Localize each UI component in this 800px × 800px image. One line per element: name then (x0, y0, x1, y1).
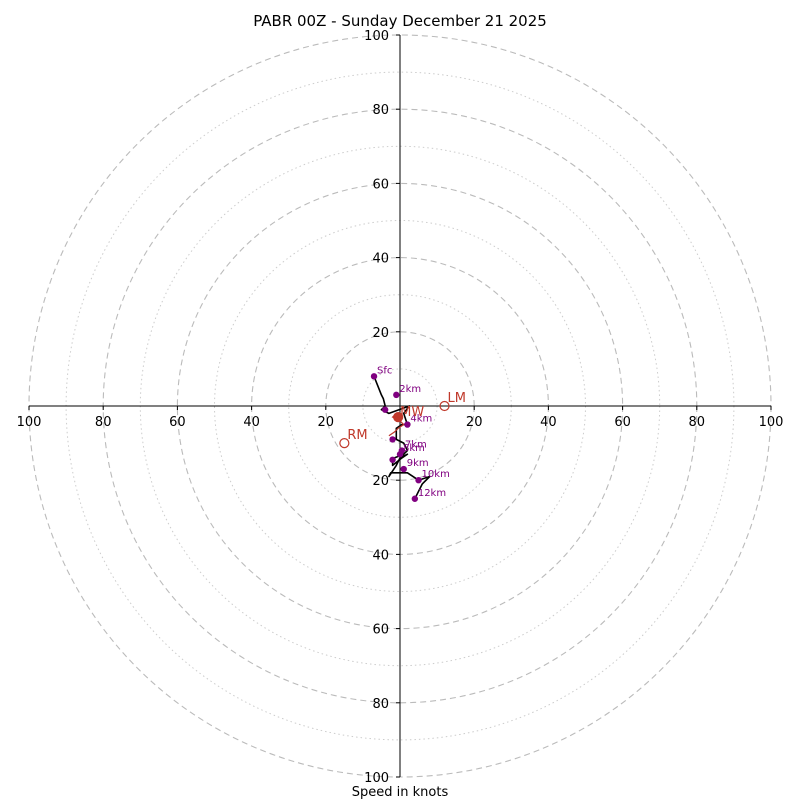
height-label: Sfc (377, 365, 392, 376)
height-label: 4km (410, 414, 432, 425)
x-tick-label: 20 (466, 415, 483, 430)
y-tick-label: 60 (372, 177, 389, 192)
height-point (370, 373, 378, 380)
y-tick-label: 60 (372, 623, 389, 638)
x-tick-label: 100 (17, 415, 42, 430)
tick-labels: 100 80 60 40 20 20 40 60 80 100 100 80 60 40 20 20 40 60 8… (17, 29, 784, 786)
height-label: 9km (407, 458, 429, 469)
mean-wind-label: MW (400, 405, 424, 420)
x-tick-label: 60 (169, 415, 186, 430)
height-point (381, 406, 389, 413)
height-label: 2km (399, 384, 421, 395)
y-tick-label: 40 (372, 252, 389, 267)
right-mover-marker (339, 438, 350, 449)
height-point (389, 436, 396, 443)
x-tick-label: 60 (614, 415, 631, 430)
y-tick-label: 20 (372, 474, 389, 489)
x-tick-label: 100 (759, 415, 784, 430)
x-tick-label: 20 (318, 415, 335, 430)
y-tick-label: 100 (364, 771, 389, 786)
height-point (396, 451, 404, 458)
height-label: 7km (405, 440, 427, 451)
height-point (393, 391, 400, 399)
left-mover-marker (439, 400, 450, 412)
y-tick-label: 80 (372, 103, 389, 118)
x-axis-label: Speed in knots (352, 785, 449, 800)
y-tick-label: 80 (372, 697, 389, 712)
mean-wind-trace (388, 412, 405, 437)
height-label: 8km (403, 443, 425, 454)
height-label: 10km (422, 469, 450, 480)
left-mover-label: LM (448, 391, 466, 406)
height-point (400, 465, 407, 473)
right-mover-label: RM (347, 428, 367, 443)
y-tick-label: 20 (372, 326, 389, 341)
chart-title: PABR 00Z - Sunday December 21 2025 (253, 12, 547, 30)
y-tick-label: 40 (372, 548, 389, 563)
height-label: 12km (418, 488, 446, 499)
height-point (415, 477, 422, 484)
x-tick-label: 80 (689, 415, 706, 430)
storm-motion-markers: LM RM MW (339, 391, 466, 449)
axes (29, 35, 771, 777)
height-point (404, 421, 411, 428)
height-point (389, 456, 396, 463)
x-tick-label: 40 (540, 415, 557, 430)
mean-wind-marker (393, 412, 404, 423)
y-tick-label: 100 (364, 29, 389, 44)
height-point (411, 495, 419, 502)
x-tick-label: 40 (243, 415, 260, 430)
x-tick-label: 80 (95, 415, 112, 430)
